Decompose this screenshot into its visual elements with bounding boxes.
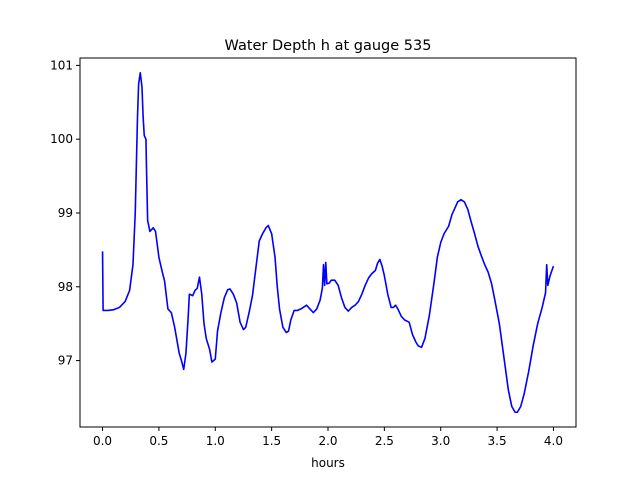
series-layer <box>101 71 555 414</box>
x-axis-label: hours <box>311 456 345 470</box>
x-tick-label: 1.5 <box>262 434 281 448</box>
x-tick-label: 3.0 <box>431 434 450 448</box>
plot-area <box>80 58 576 427</box>
y-tick-label: 99 <box>58 206 73 220</box>
x-tick-label: 3.5 <box>488 434 507 448</box>
x-axis-ticks: 0.0 0.5 1.0 1.5 2.0 2.5 3.0 3.5 4.0 <box>93 427 563 448</box>
x-tick-label: 2.5 <box>375 434 394 448</box>
y-tick-label: 98 <box>58 280 73 294</box>
chart-title: Water Depth h at gauge 535 <box>225 38 432 54</box>
series-line-0 <box>101 71 555 414</box>
x-tick-label: 2.0 <box>318 434 337 448</box>
x-tick-label: 0.5 <box>149 434 168 448</box>
plot-frame <box>79 57 577 428</box>
y-axis-ticks: 97 98 99 100 101 <box>50 58 80 368</box>
y-tick-label: 101 <box>50 58 73 72</box>
x-tick-label: 4.0 <box>544 434 563 448</box>
x-tick-label: 1.0 <box>206 434 225 448</box>
y-tick-label: 100 <box>50 132 73 146</box>
y-tick-label: 97 <box>58 354 73 368</box>
x-tick-label: 0.0 <box>93 434 112 448</box>
